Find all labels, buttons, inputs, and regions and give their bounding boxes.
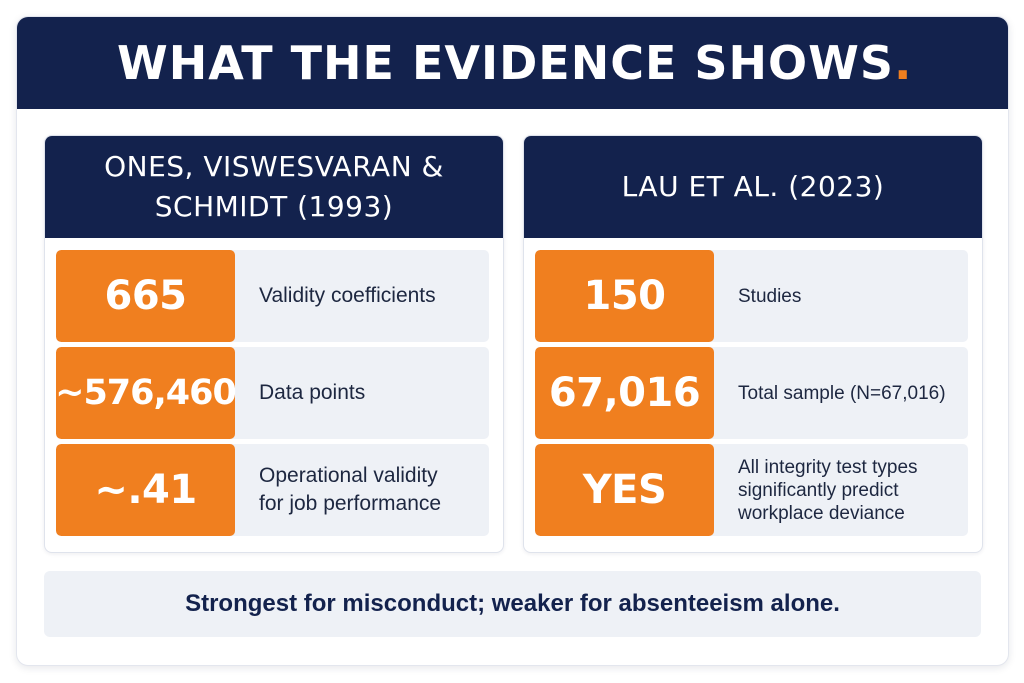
title-banner: WHAT THE EVIDENCE SHOWS.	[17, 17, 1008, 109]
stat-value: 67,016	[535, 347, 714, 439]
conclusion-banner: Strongest for misconduct; weaker for abs…	[44, 571, 981, 637]
stat-value: 665	[56, 250, 235, 342]
stat-row: 665 Validity coefficients	[56, 250, 489, 342]
stat-list: 665 Validity coefficients ~576,460 Data …	[45, 238, 503, 536]
evidence-card: WHAT THE EVIDENCE SHOWS. ONES, VISWESVAR…	[16, 16, 1009, 666]
study-panel-ones: ONES, VISWESVARAN & SCHMIDT (1993) 665 V…	[44, 135, 504, 553]
stat-value: ~.41	[56, 444, 235, 536]
stat-label: Data points	[259, 381, 366, 404]
page-title: WHAT THE EVIDENCE SHOWS.	[117, 36, 913, 90]
stat-list: 150 Studies 67,016 Total sample (N=67,01…	[524, 238, 982, 536]
study-panel-lau: LAU ET AL. (2023) 150 Studies 67,016 Tot…	[523, 135, 983, 553]
page-title-text: WHAT THE EVIDENCE SHOWS	[117, 36, 895, 90]
stat-row: 67,016 Total sample (N=67,016)	[535, 347, 968, 439]
stat-label: Studies	[738, 285, 802, 307]
title-accent-dot: .	[894, 36, 913, 90]
stat-value: ~576,460	[56, 347, 237, 439]
conclusion-text: Strongest for misconduct; weaker for abs…	[185, 590, 840, 617]
stat-value: YES	[535, 444, 714, 536]
stat-row: ~.41 Operational validity for job perfor…	[56, 444, 489, 536]
stat-label: Total sample (N=67,016)	[738, 382, 946, 404]
stat-row: ~576,460 Data points	[56, 347, 489, 439]
stat-row: 150 Studies	[535, 250, 968, 342]
stat-label: Operational validity for job performance	[259, 464, 442, 515]
stat-row: YES All integrity test types significant…	[535, 444, 968, 536]
panel-header: ONES, VISWESVARAN & SCHMIDT (1993)	[45, 136, 503, 238]
stat-label: Validity coefficients	[259, 284, 436, 307]
panel-title: ONES, VISWESVARAN & SCHMIDT (1993)	[104, 150, 444, 223]
stat-value: 150	[535, 250, 714, 342]
panel-title: LAU ET AL. (2023)	[621, 170, 885, 203]
panel-header: LAU ET AL. (2023)	[524, 136, 982, 238]
stat-label: All integrity test types significantly p…	[738, 456, 918, 524]
